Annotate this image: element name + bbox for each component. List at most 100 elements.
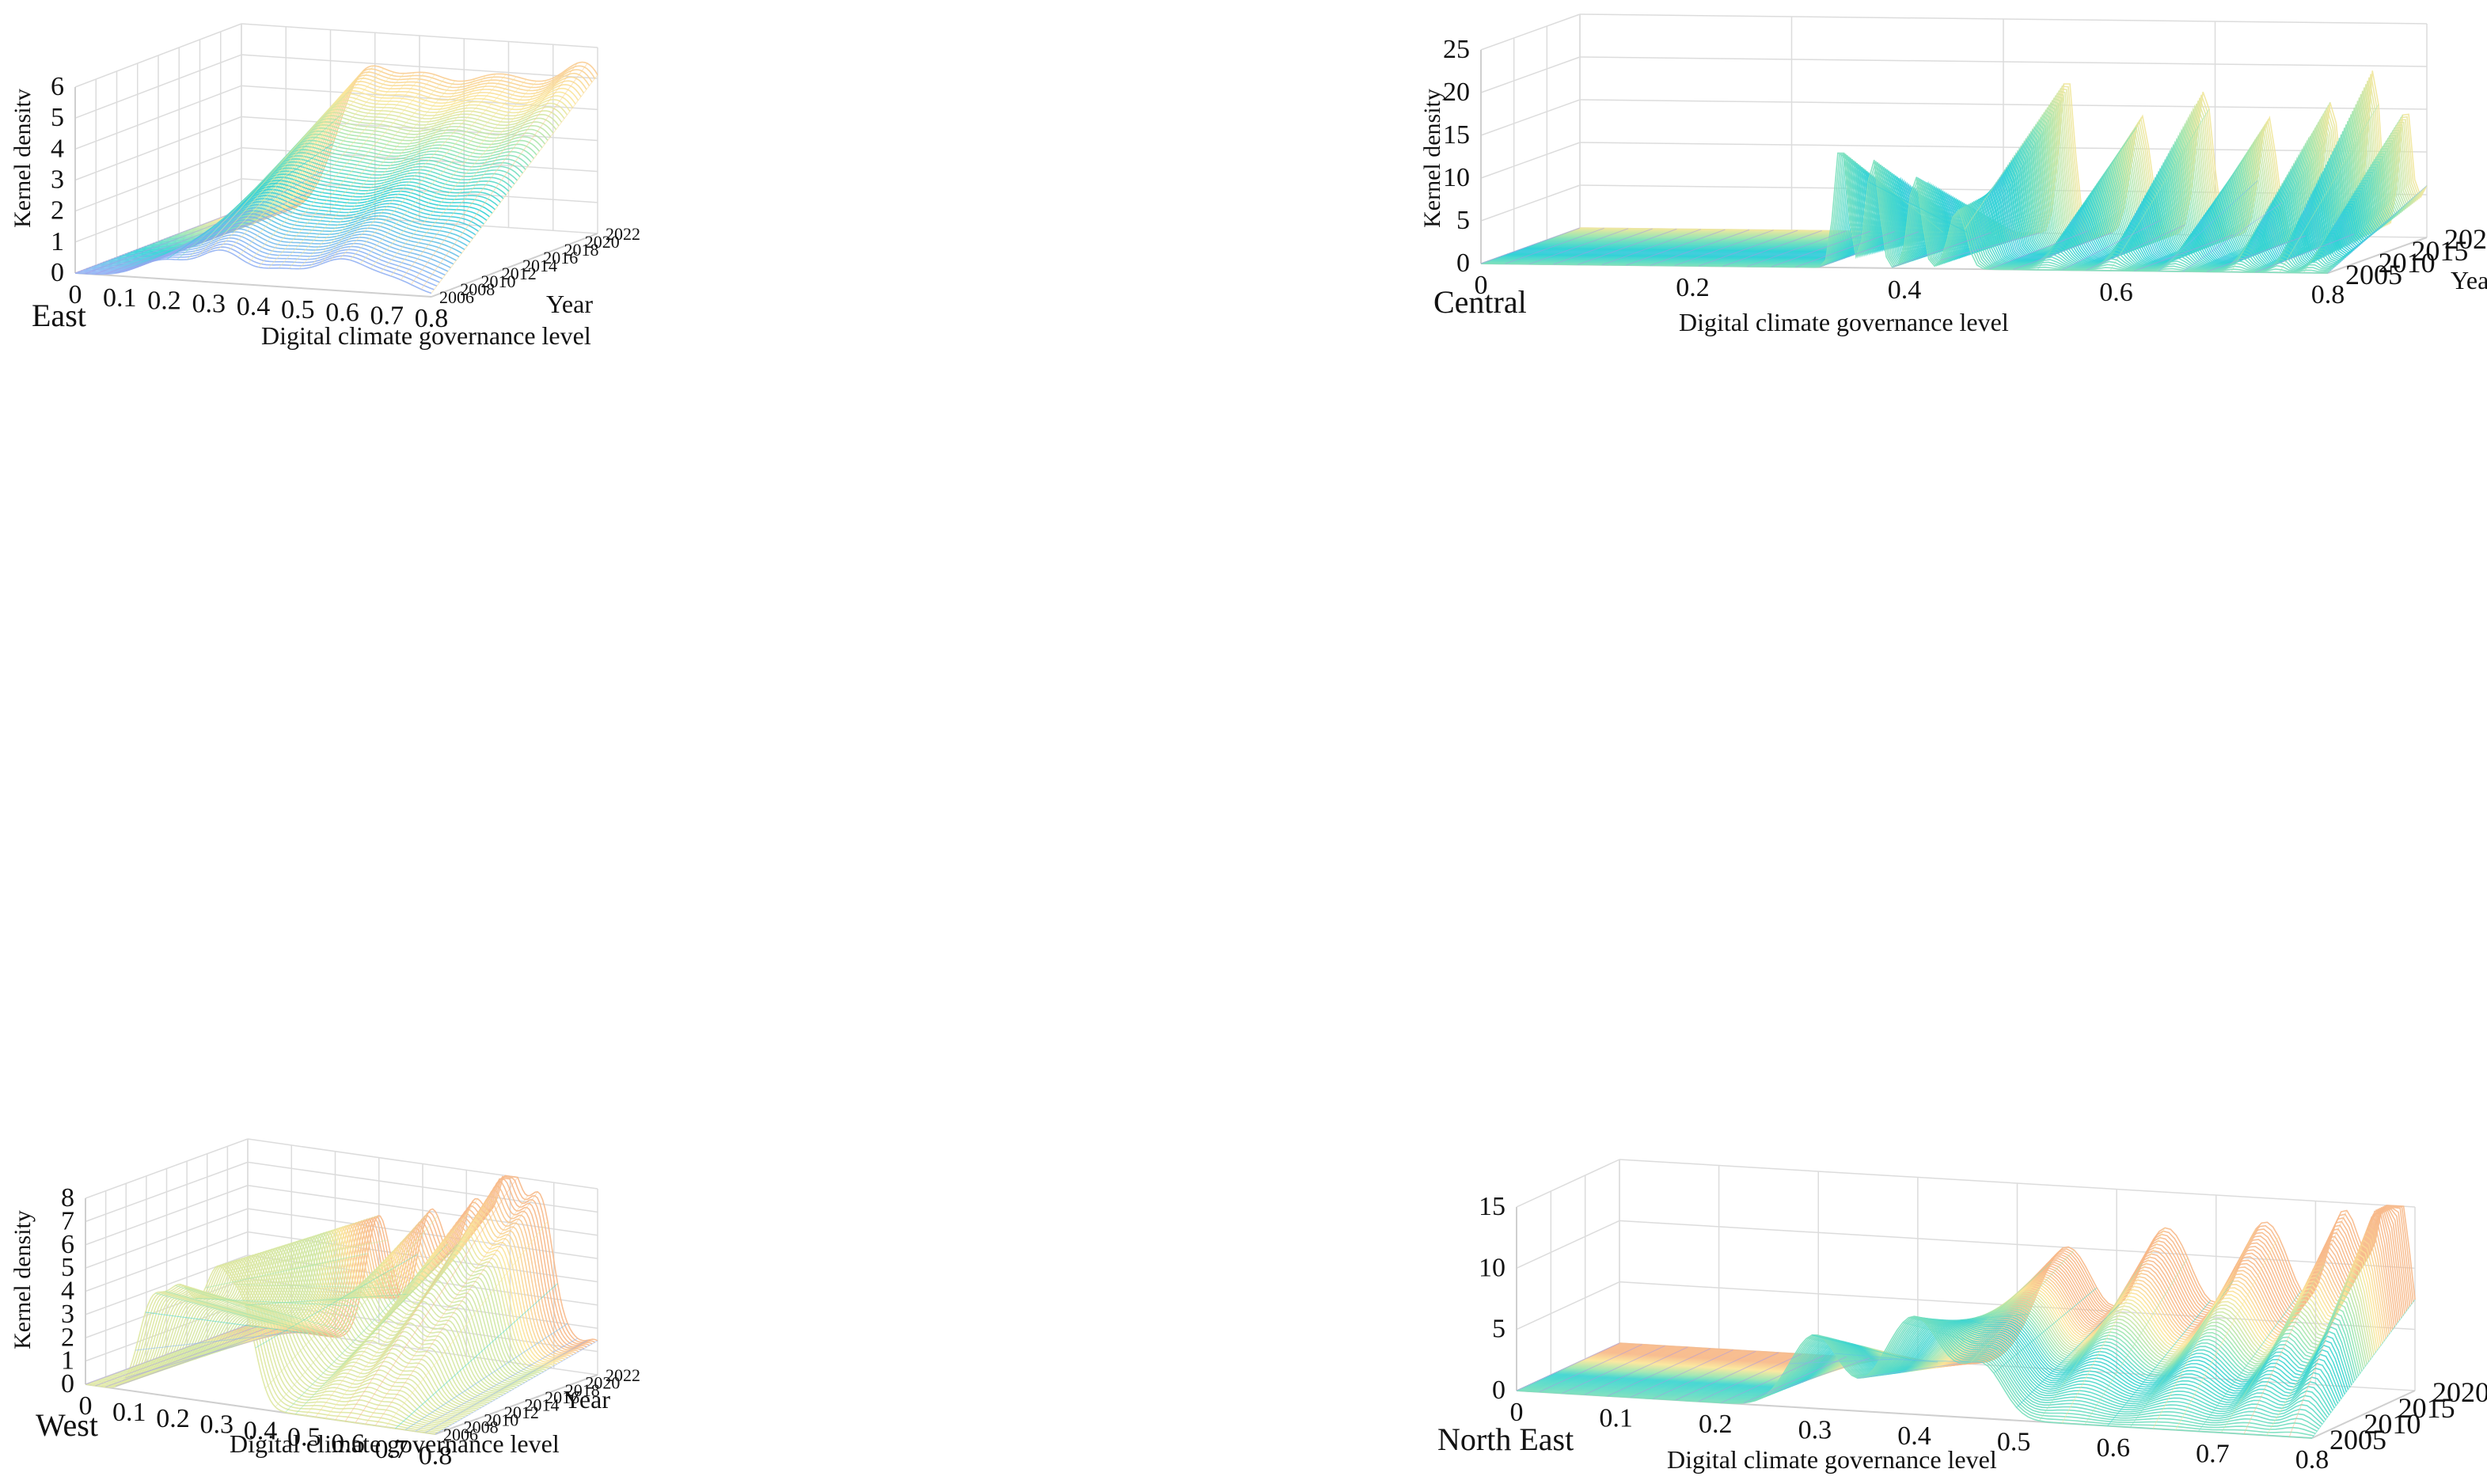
east-x-rib-curve <box>187 85 354 260</box>
west-gridline-y <box>247 1185 598 1236</box>
west-x-rib-curve <box>385 1220 549 1428</box>
east-y-tick-label: 1 <box>51 227 64 256</box>
west-year-slice-curve <box>177 1236 528 1382</box>
central-y-tick-label: 15 <box>1443 120 1470 150</box>
west-year-slice-curve <box>142 1247 492 1402</box>
central-gridline-y <box>1579 99 2428 110</box>
west-y-tick-label: 7 <box>61 1206 74 1235</box>
east-year-tick-label: 2016 <box>543 248 578 268</box>
east-x-rib-curve <box>359 79 527 264</box>
north-east-y-tick-label: 10 <box>1479 1253 1505 1282</box>
north-east-x-rib-curve <box>1789 1359 1893 1364</box>
west-y-axis-title: Kernel density <box>9 1210 36 1349</box>
central-y-tick-label: 20 <box>1443 78 1470 107</box>
central-x-rib-curve <box>2279 104 2379 273</box>
central-x-rib-curve <box>2109 108 2210 271</box>
north-east-x-rib-curve <box>1630 1349 1733 1399</box>
central-x-axis-title: Digital climate governance level <box>1679 308 2009 336</box>
west-year-tick-label: 2006 <box>443 1425 478 1444</box>
west-year-slice-curve <box>123 1253 473 1414</box>
central-gridline-side <box>1480 142 1581 179</box>
west-year-slice-curve <box>166 1240 517 1388</box>
north-east-x-rib-curve <box>2197 1290 2302 1432</box>
north-east-x-rib-curve <box>1516 1342 1620 1391</box>
east-x-tick-label: 0.3 <box>192 289 226 318</box>
west-x-rib-curve <box>235 1284 398 1289</box>
west-year-slice-curve <box>134 1250 484 1407</box>
north-east-x-rib-curve <box>2152 1228 2257 1429</box>
west-x-rib-curve <box>344 1175 508 1422</box>
central-year-slice-curve <box>1492 161 2340 269</box>
north-east-x-tick-label: 0.7 <box>2196 1440 2230 1469</box>
north-east-x-rib-curve <box>1766 1357 1870 1395</box>
east-x-rib-curve <box>85 210 252 275</box>
east-gridline-y <box>241 54 598 79</box>
west-x-rib-curve <box>355 1177 518 1423</box>
west-year-slice-curve <box>93 1262 444 1430</box>
east-year-tick-label: 2022 <box>606 224 640 244</box>
east-gridline-y <box>241 23 598 48</box>
east-y-tick-label: 2 <box>51 196 64 226</box>
west-y-tick-label: 8 <box>61 1183 74 1213</box>
north-east-year-slice-curve <box>1593 1229 2390 1369</box>
central-x-rib-curve <box>1578 228 1677 265</box>
west-y-tick-label: 6 <box>61 1230 74 1259</box>
central-x-rib-curve <box>2158 180 2258 271</box>
central-x-rib-curve <box>2303 115 2403 273</box>
west-x-tick-label: 0.7 <box>375 1435 409 1464</box>
east-x-rib-curve <box>227 71 395 252</box>
west-x-rib-curve <box>395 1283 558 1429</box>
east-year-slice-curve <box>199 112 557 228</box>
central-y-tick-label: 0 <box>1456 249 1470 278</box>
west-year-slice-curve <box>90 1263 441 1432</box>
west-x-rib-curve <box>225 1239 388 1272</box>
central-year-tick-label: 2005 <box>2345 259 2402 290</box>
west-year-slice-curve <box>212 1219 563 1362</box>
east-year-slice-curve <box>241 61 598 212</box>
north-east-x-rib-curve <box>1653 1350 1756 1399</box>
north-east-x-rib-curve <box>2084 1258 2189 1425</box>
west-x-tick-label: 0.5 <box>287 1422 321 1452</box>
west-y-tick-label: 3 <box>61 1300 74 1329</box>
central-y-tick-label: 25 <box>1443 35 1470 64</box>
north-east-y-tick-label: 0 <box>1492 1376 1505 1405</box>
north-east-surface-chart: 0 0.1 0.2 0.3 0.4 0.5 0.6 0.7 0.8051015200520102… <box>1437 1159 2487 1475</box>
west-x-rib-curve <box>374 1191 538 1426</box>
west-x-rib-curve <box>415 1338 578 1432</box>
east-x-rib-curve <box>207 65 374 253</box>
west-year-slice-curve <box>112 1257 463 1420</box>
central-x-rib-curve <box>1795 231 1895 268</box>
central-y-axis-title: Kernel density <box>1419 89 1445 228</box>
north-east-year-slice-curve <box>1566 1303 2363 1382</box>
west-x-rib-curve <box>175 1285 338 1338</box>
east-year-slice-curve <box>230 76 587 217</box>
east-x-rib-curve <box>380 80 548 273</box>
north-east-region-label: North East <box>1437 1421 1574 1457</box>
west-y-tick-label: 0 <box>61 1369 74 1399</box>
north-east-x-tick-label: 0.5 <box>1997 1428 2031 1457</box>
north-east-year-slice-curve <box>1611 1209 2407 1365</box>
west-year-slice-curve <box>150 1245 501 1398</box>
west-year-slice-curve <box>153 1244 503 1396</box>
east-y-tick-label: 3 <box>51 165 64 195</box>
central-x-rib-curve <box>1722 230 1822 267</box>
central-gridline-y <box>1579 142 2428 153</box>
panel-north-east: 0 0.1 0.2 0.3 0.4 0.5 0.6 0.7 0.8 0 5 10 15 2005 2010 2… <box>1244 742 2487 1483</box>
north-east-x-rib-curve <box>1675 1352 1779 1401</box>
east-year-tick-label: 2010 <box>481 271 516 291</box>
north-east-x-tick-label: 0.8 <box>2295 1445 2329 1475</box>
north-east-x-rib-curve <box>1948 1262 2052 1356</box>
east-year-tick-label: 2006 <box>439 287 474 307</box>
west-x-rib-curve <box>245 1293 408 1306</box>
west-x-tick-label: 0 <box>79 1391 93 1421</box>
central-x-rib-curve <box>1867 181 1968 233</box>
west-x-rib-curve <box>404 1323 568 1431</box>
north-east-x-rib-curve <box>2016 1304 2121 1408</box>
central-x-rib-curve <box>1892 232 1991 268</box>
west-year-axis-title: Year <box>564 1385 610 1414</box>
north-east-x-rib-curve <box>1743 1356 1847 1404</box>
north-east-year-slice-curve <box>1616 1206 2413 1365</box>
west-x-rib-curve <box>215 1215 378 1268</box>
east-y-axis-title: Kernel densitv <box>9 89 36 228</box>
central-year-slice-curve <box>1495 164 2344 268</box>
